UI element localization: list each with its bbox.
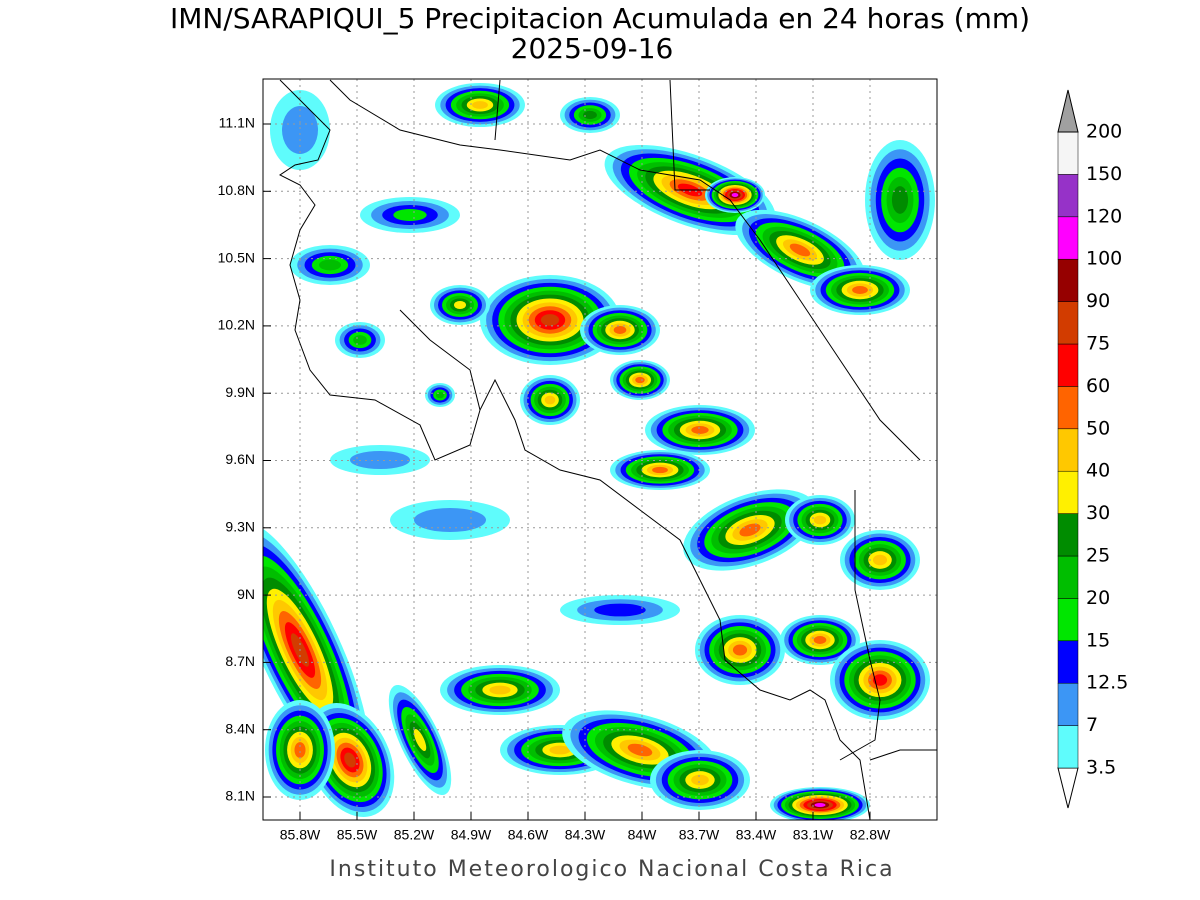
precip-contour (454, 301, 466, 309)
lat-tick-label: 10.2N (218, 317, 255, 333)
lon-tick-label: 85.8W (280, 827, 321, 843)
precip-contour (414, 508, 486, 532)
colorbar-low-triangle (1057, 767, 1079, 809)
lon-tick-label: 84W (628, 827, 658, 843)
lon-tick-label: 83.7W (679, 827, 720, 843)
lat-tick-label: 8.7N (225, 653, 255, 669)
colorbar-label: 100 (1086, 248, 1122, 270)
colorbar-label: 75 (1086, 333, 1110, 355)
lat-tick-label: 9N (237, 586, 255, 602)
lon-tick-label: 83.4W (736, 827, 777, 843)
colorbar-label: 20 (1086, 587, 1110, 609)
precip-contour (350, 451, 410, 469)
lat-tick-label: 11.1N (219, 115, 255, 131)
grid (263, 79, 937, 820)
colorbar-label: 50 (1086, 417, 1110, 439)
lon-tick-label: 85.5W (337, 827, 378, 843)
colorbar-box (1057, 428, 1079, 472)
precip-contour (852, 286, 868, 294)
precip-contour (594, 603, 646, 617)
precip-contour (731, 193, 739, 197)
lon-tick-label: 83.1W (793, 827, 834, 843)
precip-contour (627, 743, 653, 757)
colorbar-box (1057, 682, 1079, 726)
colorbar-box (1057, 301, 1079, 345)
lat-tick-label: 8.1N (225, 788, 255, 804)
colorbar-label: 30 (1086, 502, 1110, 524)
coastline (279, 79, 937, 820)
precip-contour (813, 515, 827, 525)
colorbar-label: 120 (1086, 205, 1122, 227)
precip-contour (872, 554, 888, 566)
precip-contour (652, 466, 668, 474)
colorbar-high-triangle (1057, 89, 1079, 133)
precip-contour (489, 685, 511, 695)
precip-contour (814, 803, 826, 807)
precip-contour (549, 745, 571, 755)
precip-contour (872, 674, 888, 686)
precip-contour (294, 742, 306, 758)
precip-contour (691, 426, 709, 434)
lat-tick-label: 10.5N (218, 249, 255, 265)
precip-contour (282, 106, 318, 154)
lon-tick-label: 84.9W (451, 827, 492, 843)
lat-tick-label: 9.3N (225, 519, 255, 535)
lon-tick-label: 85.2W (394, 827, 435, 843)
colorbar-box (1057, 555, 1079, 599)
colorbar-label: 12.5 (1086, 672, 1128, 694)
colorbar-label: 7 (1086, 714, 1098, 736)
colorbar-box (1057, 640, 1079, 684)
precip-contour (393, 209, 427, 221)
lat-tick-label: 8.4N (225, 720, 255, 736)
lat-tick-label: 9.6N (225, 451, 255, 467)
precip-contour (413, 728, 427, 752)
colorbar: 3.5 7 12.5 15 20 25 30 40 50 60 75 90 100 120 150 200 (1057, 89, 1128, 809)
colorbar-box (1057, 598, 1079, 642)
colorbar-label: 60 (1086, 375, 1110, 397)
colorbar-box (1057, 258, 1079, 302)
precip-contour (789, 243, 811, 257)
precip-contour (583, 110, 597, 120)
colorbar-box (1057, 725, 1079, 769)
lat-tick-label: 10.8N (218, 182, 255, 198)
lon-tick-label: 82.8W (850, 827, 891, 843)
colorbar-label: 150 (1086, 163, 1122, 185)
footer: Instituto Meteorologico Nacional Costa R… (329, 857, 894, 882)
precip-contour (691, 774, 709, 786)
precip-contour (544, 395, 556, 405)
colorbar-box (1057, 470, 1079, 514)
colorbar-label: 15 (1086, 629, 1110, 651)
precip-contour (319, 259, 341, 271)
colorbar-box (1057, 343, 1079, 387)
precip-contour (613, 326, 627, 334)
colorbar-box (1057, 513, 1079, 557)
colorbar-label: 40 (1086, 460, 1110, 482)
precip-contour (472, 101, 488, 109)
precip-contour (739, 523, 761, 537)
precip-contour (353, 335, 367, 345)
title: IMN/SARAPIQUI_5 Precipitacion Acumulada … (170, 2, 1030, 35)
colorbar-box (1057, 131, 1079, 175)
colorbar-box (1057, 174, 1079, 218)
precip-contour (344, 752, 356, 768)
lat-tick-label: 9.9N (225, 384, 255, 400)
precip-field (263, 83, 935, 820)
subtitle: 2025-09-16 (511, 32, 674, 65)
precip-contour (813, 636, 827, 644)
colorbar-label: 25 (1086, 545, 1110, 567)
colorbar-label: 3.5 (1086, 757, 1116, 779)
lon-tick-label: 84.3W (565, 827, 606, 843)
colorbar-box (1057, 216, 1079, 260)
precip-contour (891, 186, 909, 214)
map-frame (262, 78, 938, 821)
precip-contour (635, 376, 645, 384)
colorbar-label: 90 (1086, 290, 1110, 312)
lon-tick-label: 84.6W (508, 827, 549, 843)
precip-contour (540, 314, 560, 326)
colorbar-box (1057, 386, 1079, 430)
colorbar-label: 200 (1086, 121, 1122, 143)
precip-contour (732, 644, 748, 656)
